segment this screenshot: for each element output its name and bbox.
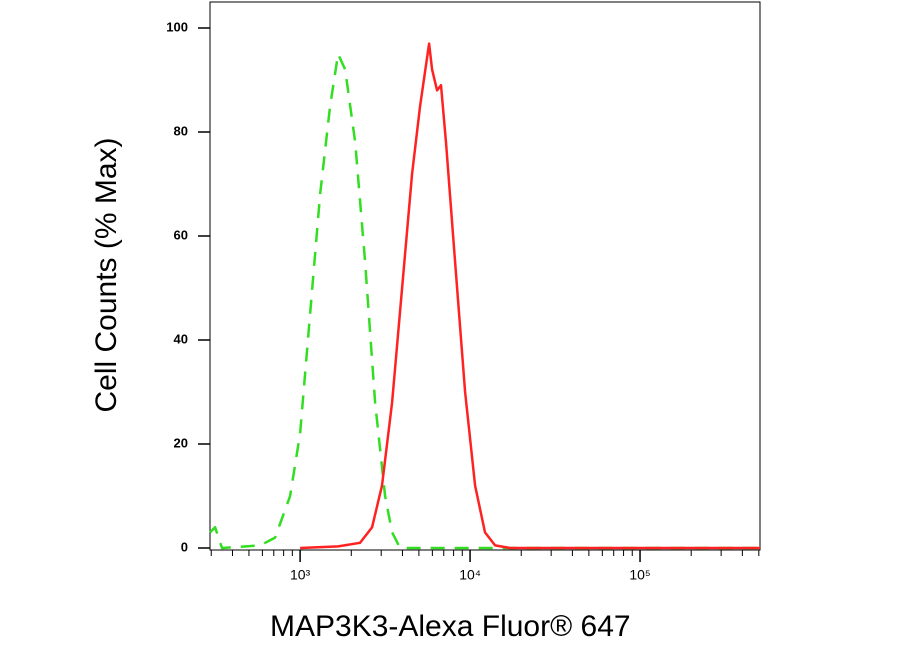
x-axis-label: MAP3K3-Alexa Fluor® 647 — [270, 610, 631, 643]
series-line — [209, 52, 760, 550]
y-tick-label: 100 — [166, 19, 188, 34]
x-tick-label: 10⁴ — [459, 567, 481, 583]
y-axis-label: Cell Counts (% Max) — [90, 137, 123, 412]
y-tick-label: 40 — [174, 331, 188, 346]
plot-frame — [209, 1, 761, 551]
y-tick-label: 60 — [174, 227, 188, 242]
y-tick-label: 20 — [174, 435, 188, 450]
series-line — [300, 42, 760, 550]
y-tick-label: 0 — [181, 539, 188, 554]
x-tick-label: 10³ — [290, 567, 311, 583]
y-tick-label: 80 — [174, 123, 188, 138]
x-tick-label: 10⁵ — [629, 567, 650, 583]
